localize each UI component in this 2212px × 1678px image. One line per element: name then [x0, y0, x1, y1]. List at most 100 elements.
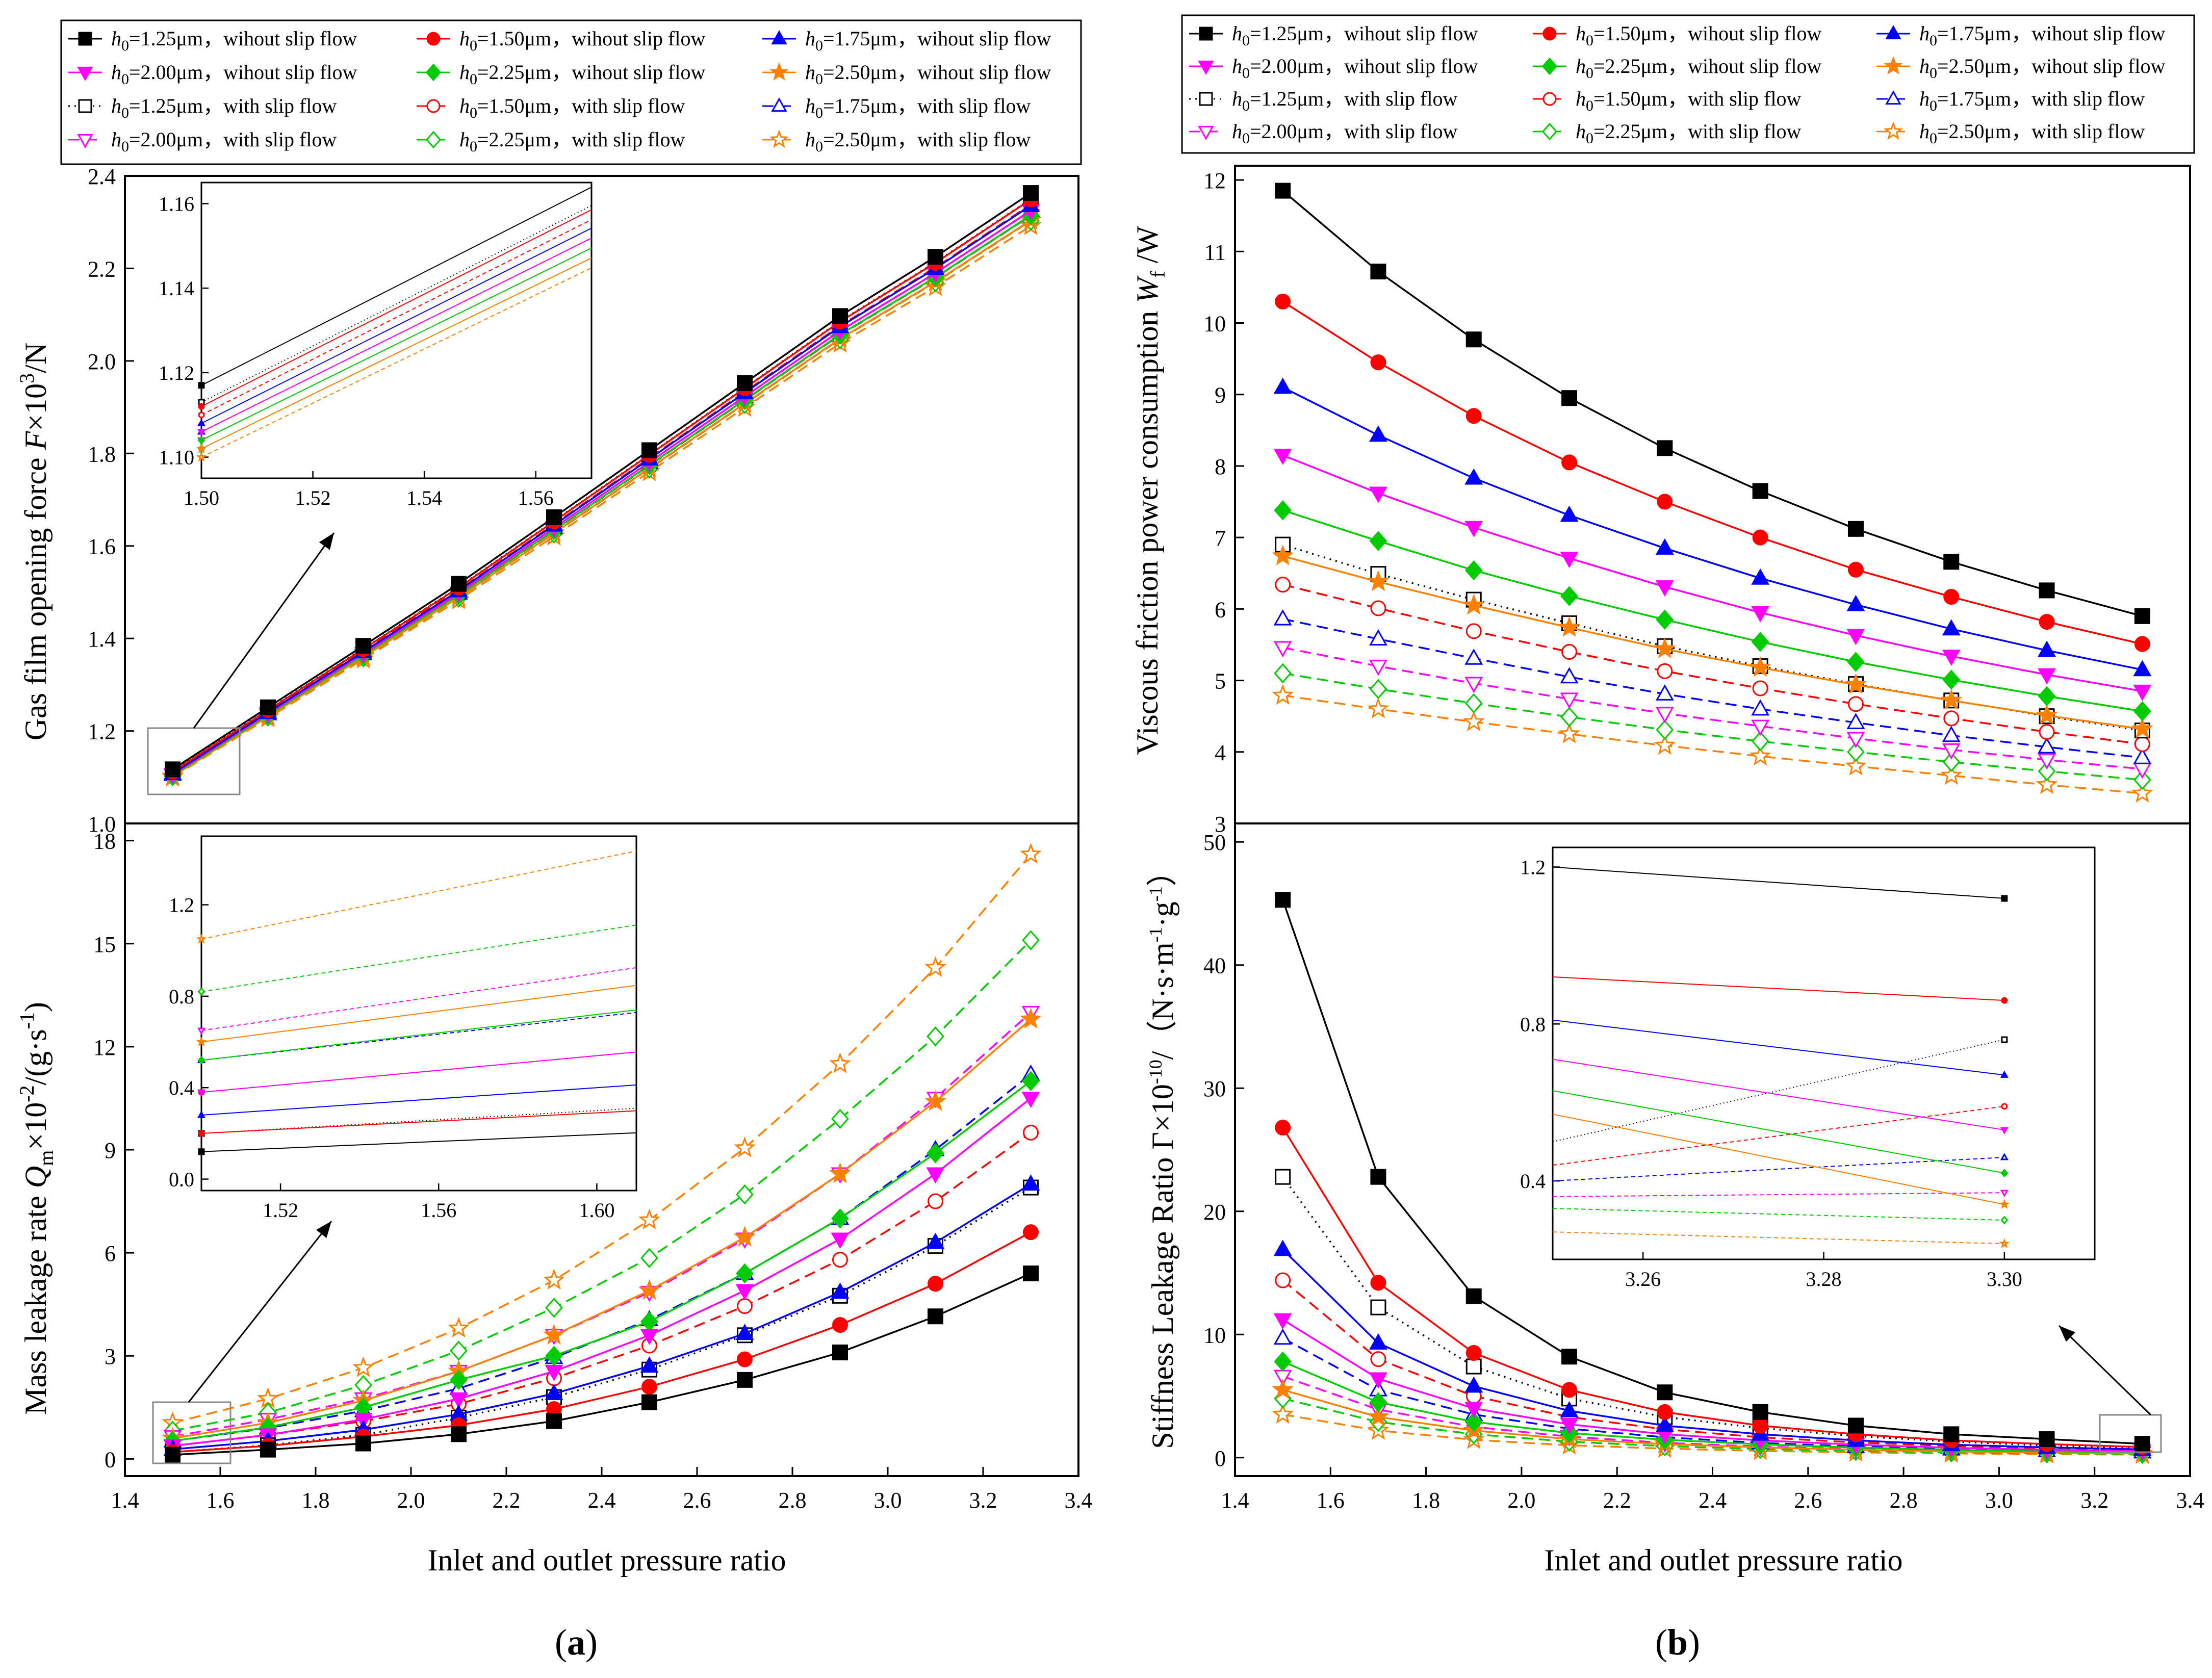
legend-label-2: h0=1.75μm，wihout slip flow: [1919, 22, 2165, 49]
series-line-8: [1282, 618, 2143, 759]
legend-panel-b: h0=1.25μm，wihout slip flow h0=1.50μm，wiho…: [1181, 14, 2195, 154]
data-point-series-9: [1655, 707, 1674, 724]
inset-point-4: [2000, 1169, 2009, 1178]
data-point-series-3: [1273, 449, 1292, 466]
legend-label-1: h0=1.50μm，wihout slip flow: [1576, 22, 1821, 49]
inset-x-tick-label: 1.56: [518, 486, 554, 509]
legend-label-8: h0=1.75μm，with slip flow: [1919, 87, 2145, 114]
data-point-series-1: [928, 1276, 943, 1292]
series-line-9: [172, 1012, 1032, 1438]
leak-ylabel-tail: ): [19, 1002, 53, 1012]
data-point-series-2: [2038, 640, 2056, 657]
zoom-arrow-line: [2058, 1325, 2152, 1416]
data-point-series-11: [448, 1316, 470, 1338]
legend-label-9: h0=2.00μm，with slip flow: [1232, 120, 1457, 147]
data-point-series-6: [1370, 1299, 1386, 1315]
data-point-series-3: [545, 1364, 563, 1381]
data-point-series-4: [1751, 632, 1769, 652]
data-point-series-8: [1751, 699, 1770, 716]
y-tick-label: 3: [105, 1344, 116, 1369]
series-line-0: [1282, 190, 2143, 617]
legend-marker-6: [78, 99, 92, 113]
data-point-series-3: [1655, 580, 1674, 597]
inset-point-3: [2000, 1127, 2009, 1134]
data-point-series-7: [2039, 724, 2055, 740]
data-point-series-7: [832, 1252, 848, 1268]
y-tick-label: 5: [1215, 669, 1226, 694]
inset-point-0: [2001, 895, 2008, 902]
stiff-ylabel-unit-sup: -1: [1145, 927, 1166, 942]
data-point-series-11: [638, 1208, 660, 1230]
data-point-series-9: [1751, 719, 1770, 736]
data-point-series-0: [1657, 440, 1673, 456]
legend-marker-10: [425, 131, 442, 149]
legend-label-1: h0=1.50μm，wihout slip flow: [459, 27, 705, 54]
y-axis-title-force-text: Gas film opening force F×103/N: [15, 343, 53, 740]
series-line-2: [172, 1183, 1032, 1451]
data-point-series-1: [1943, 589, 1960, 605]
data-point-series-3: [735, 1284, 754, 1301]
inset-point-4: [197, 1055, 205, 1065]
leak-ylabel-sub: m: [35, 1150, 58, 1166]
y-tick-label: 8: [1215, 454, 1226, 479]
data-point-series-4: [545, 1346, 563, 1366]
legend-frame: [60, 19, 1082, 165]
data-point-series-3: [1464, 521, 1483, 537]
legend-marker-6: [1199, 92, 1213, 106]
inset-series-line-1: [1552, 976, 2004, 1001]
y-tick-label: 40: [1203, 953, 1226, 978]
data-point-series-5: [1845, 673, 1867, 694]
y-tick-label: 0: [105, 1447, 116, 1472]
data-point-series-4: [736, 1263, 754, 1284]
legend-panel-a: h0=1.25μm，wihout slip flow h0=1.50μm，wiho…: [60, 19, 1082, 165]
data-point-series-0: [737, 375, 753, 391]
inset-point-1: [198, 403, 205, 410]
data-point-series-2: [1655, 1415, 1674, 1432]
data-point-series-7: [1561, 643, 1578, 660]
legend-label-0: h0=1.25μm，wihout slip flow: [111, 27, 357, 54]
data-point-series-11: [1272, 1403, 1294, 1424]
zoom-arrow-head: [319, 533, 334, 550]
panel-label-a: (a): [555, 1622, 598, 1663]
series-line-11: [172, 854, 1032, 1424]
x-tick-label: 2.0: [1507, 1488, 1535, 1513]
legend-label-2: h0=1.75μm，wihout slip flow: [805, 27, 1051, 54]
data-point-series-3: [926, 1167, 945, 1184]
data-point-series-0: [2039, 1431, 2055, 1448]
panel-label-b-letter: b: [1667, 1622, 1688, 1663]
inset-series-line-0: [1552, 866, 2004, 899]
data-point-series-4: [1369, 531, 1387, 551]
data-point-series-5: [1558, 616, 1580, 637]
data-point-series-10: [1751, 731, 1769, 752]
series-line-11: [1282, 694, 2143, 794]
zoom-arrow-line: [193, 532, 335, 729]
series-line-3: [1282, 454, 2143, 692]
data-point-series-11: [1367, 698, 1390, 718]
data-point-series-2: [2133, 660, 2152, 677]
data-point-series-0: [1023, 1266, 1039, 1282]
data-point-series-9: [1464, 677, 1483, 693]
inset-point-1: [2001, 997, 2008, 1004]
data-point-series-4: [1560, 586, 1578, 606]
data-point-series-10: [927, 1026, 944, 1047]
data-point-series-8: [2133, 747, 2152, 764]
data-point-series-1: [1275, 1120, 1291, 1136]
data-point-series-9: [1560, 692, 1579, 709]
data-point-series-5: [1020, 1008, 1042, 1029]
x-tick-label: 1.6: [207, 1488, 235, 1513]
x-axis-title-panel-a: Inlet and outlet pressure ratio: [427, 1543, 786, 1577]
data-point-series-11: [352, 1356, 374, 1377]
legend-label-10: h0=2.25μm，with slip flow: [459, 128, 685, 155]
stiff-ylabel-sup: -10: [1145, 1060, 1166, 1084]
inset-point-7: [2001, 1103, 2008, 1110]
data-point-series-0: [355, 1435, 371, 1452]
data-point-series-10: [2133, 769, 2151, 790]
data-point-series-0: [2134, 608, 2150, 624]
data-point-series-7: [1465, 623, 1482, 639]
data-point-series-11: [2036, 773, 2058, 794]
data-point-series-10: [2038, 761, 2056, 782]
data-point-series-0: [355, 638, 371, 654]
y-tick-label: 6: [1215, 597, 1226, 622]
x-tick-label: 2.2: [1603, 1488, 1631, 1513]
